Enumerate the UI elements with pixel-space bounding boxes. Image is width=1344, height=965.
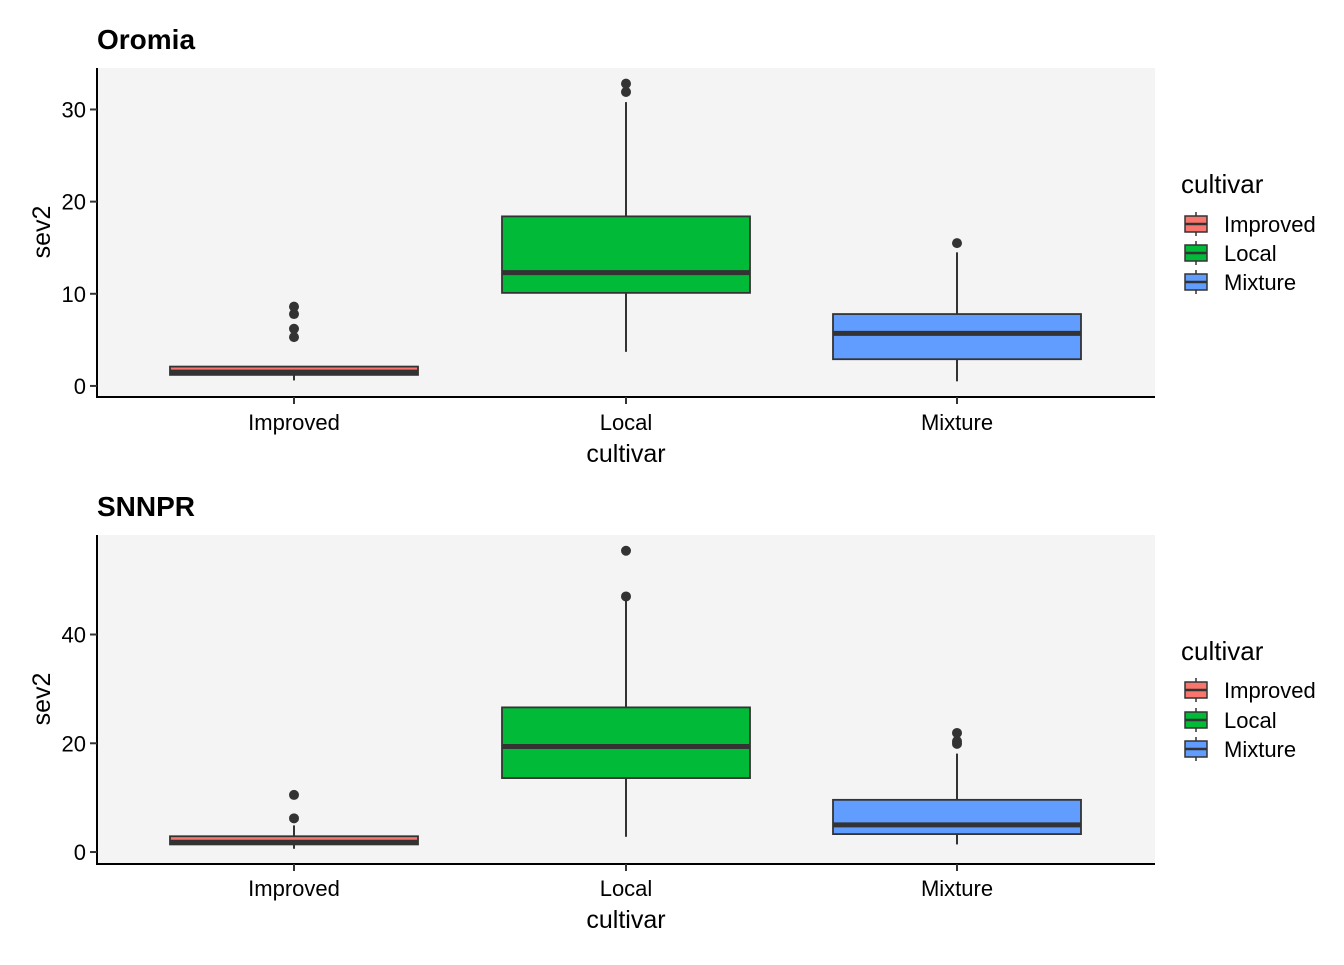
outlier-point bbox=[289, 813, 299, 824]
legend-label: Mixture bbox=[1224, 270, 1296, 295]
x-tick-label: Mixture bbox=[921, 410, 993, 435]
legend-key-improved bbox=[1184, 678, 1208, 702]
legend-label: Improved bbox=[1224, 212, 1316, 237]
box-iqr bbox=[832, 798, 1082, 835]
outlier-point bbox=[621, 591, 631, 602]
x-tick-label: Mixture bbox=[921, 876, 993, 901]
box-local bbox=[501, 545, 751, 837]
x-tick-label: Improved bbox=[248, 410, 340, 435]
legend-key-improved bbox=[1184, 212, 1208, 236]
y-tick-label: 20 bbox=[62, 190, 86, 215]
y-tick-label: 0 bbox=[74, 374, 86, 399]
x-tick-label: Local bbox=[600, 876, 653, 901]
legend-title: cultivar bbox=[1181, 169, 1264, 199]
y-tick-label: 30 bbox=[62, 97, 86, 122]
legend-label: Mixture bbox=[1224, 737, 1296, 762]
outlier-point bbox=[289, 789, 299, 800]
x-axis-label: cultivar bbox=[586, 440, 665, 468]
legend-label: Local bbox=[1224, 241, 1277, 266]
box-iqr bbox=[501, 215, 751, 294]
legend: cultivar Improved Local Mixture bbox=[1181, 636, 1316, 762]
legend-key-mixture bbox=[1184, 737, 1208, 761]
chart-title: SNNPR bbox=[97, 491, 195, 522]
box-iqr bbox=[832, 313, 1082, 361]
y-tick-label: 40 bbox=[62, 623, 86, 648]
y-axis-label: sev2 bbox=[28, 206, 56, 259]
y-axis-label: sev2 bbox=[28, 673, 56, 726]
outlier-point bbox=[289, 301, 299, 312]
y-tick-label: 10 bbox=[62, 282, 86, 307]
legend-key-mixture bbox=[1184, 270, 1208, 294]
box-mixture bbox=[832, 727, 1082, 845]
chart-title: Oromia bbox=[97, 24, 195, 55]
legend-key-local bbox=[1184, 241, 1208, 265]
outlier-point bbox=[621, 86, 631, 97]
box-local bbox=[501, 78, 751, 352]
x-axis-label: cultivar bbox=[586, 906, 665, 934]
legend-key-local bbox=[1184, 708, 1208, 732]
box-iqr bbox=[501, 706, 751, 779]
legend-label: Local bbox=[1224, 708, 1277, 733]
outlier-point bbox=[952, 238, 962, 249]
outlier-point bbox=[289, 323, 299, 334]
panel-snnpr: SNNPR 0 20 40 Improved Local Mixture cultivar se… bbox=[28, 491, 1316, 934]
y-tick-label: 20 bbox=[62, 731, 86, 756]
box-improved bbox=[169, 301, 419, 381]
y-tick-label: 0 bbox=[74, 840, 86, 865]
outlier-point bbox=[621, 78, 631, 89]
legend-title: cultivar bbox=[1181, 636, 1264, 666]
x-tick-label: Local bbox=[600, 410, 653, 435]
outlier-point bbox=[952, 727, 962, 738]
outlier-point bbox=[289, 309, 299, 320]
box-improved bbox=[169, 789, 419, 849]
legend: cultivar Improved Local Mixture bbox=[1181, 169, 1316, 295]
outlier-point bbox=[289, 332, 299, 343]
legend-label: Improved bbox=[1224, 678, 1316, 703]
x-tick-label: Improved bbox=[248, 876, 340, 901]
outlier-point bbox=[952, 736, 962, 747]
box-mixture bbox=[832, 238, 1082, 382]
outlier-point bbox=[621, 545, 631, 556]
